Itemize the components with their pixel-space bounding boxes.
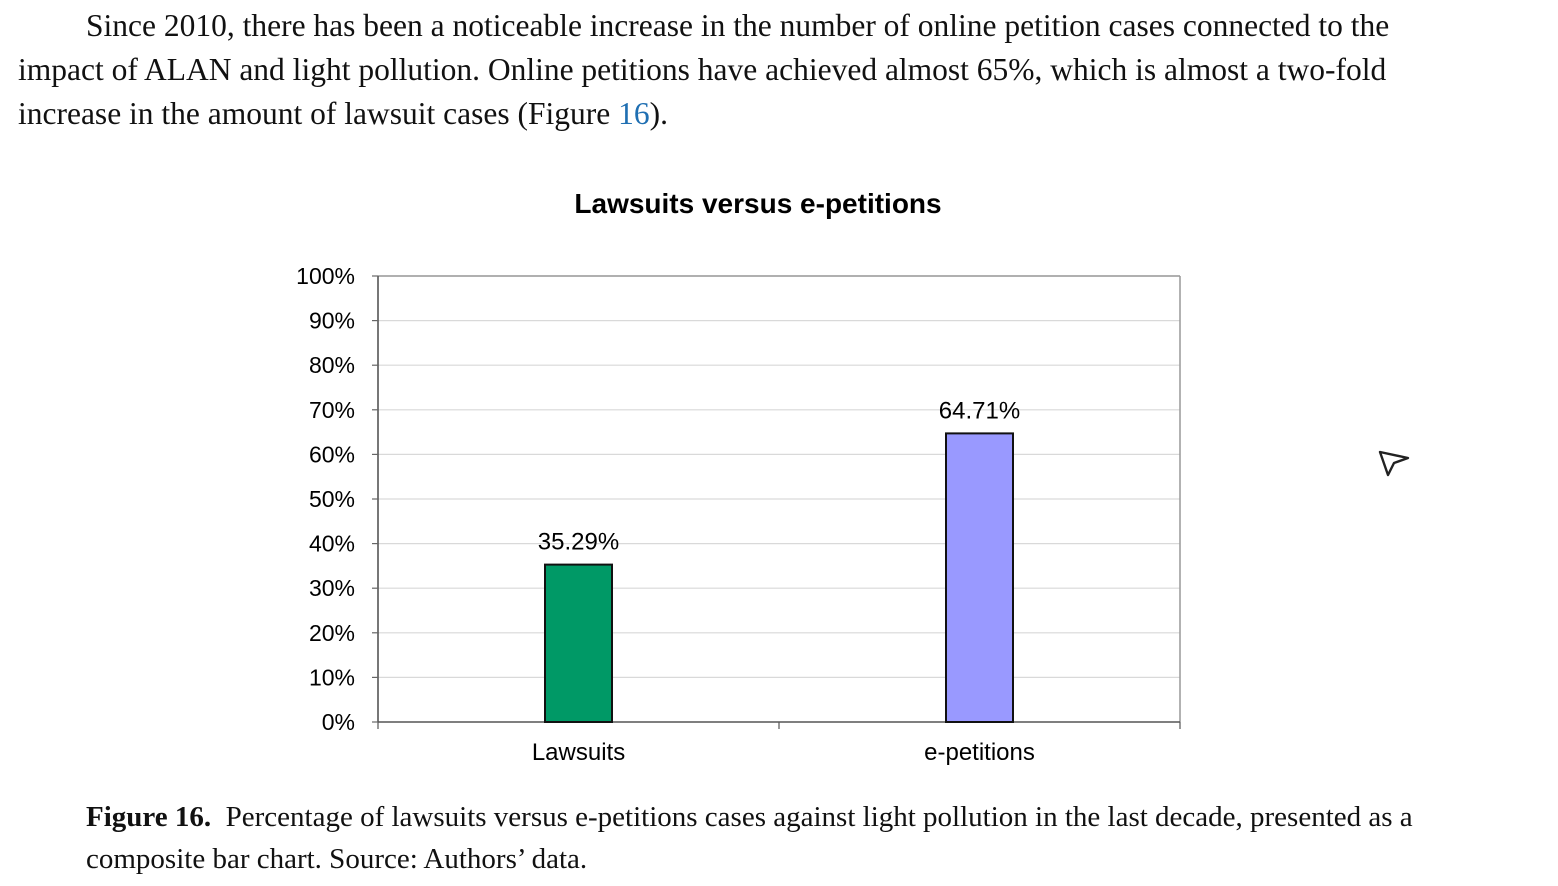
data-labels: 35.29% 64.71% xyxy=(538,397,1020,555)
y-tick-label: 40% xyxy=(309,531,355,557)
y-axis-ticks: 0% 10% 20% 30% 40% 50% 60% 70% 80% 90% 100% xyxy=(296,263,378,735)
bars xyxy=(544,432,1014,723)
data-label: 64.71% xyxy=(939,397,1020,424)
x-category-label: Lawsuits xyxy=(532,739,625,766)
caption-text: Percentage of lawsuits versus e-petition… xyxy=(86,801,1413,875)
y-tick-label: 60% xyxy=(309,441,355,467)
bar-chart: Lawsuits versus e-petitions 0% 10% 20% 30% 4… xyxy=(296,188,1181,766)
x-axis-labels: Lawsuits e-petitions xyxy=(532,739,1035,766)
gridlines xyxy=(378,275,1180,678)
y-tick-label: 80% xyxy=(309,352,355,378)
pointer-arrow-icon xyxy=(1378,450,1410,477)
caption-label: Figure 16. xyxy=(86,801,212,833)
y-tick-label: 30% xyxy=(309,575,355,601)
bar-e-petitions xyxy=(945,432,1014,723)
bar-lawsuits xyxy=(544,563,613,723)
y-tick-label: 10% xyxy=(309,664,355,690)
y-tick-label: 90% xyxy=(309,308,355,334)
paragraph-text: Since 2010, there has been a noticeable … xyxy=(18,8,1390,131)
data-label: 35.29% xyxy=(538,529,619,556)
body-paragraph: Since 2010, there has been a noticeable … xyxy=(18,4,1478,136)
y-tick-label: 50% xyxy=(309,486,355,512)
y-tick-label: 20% xyxy=(309,620,355,646)
figure-ref-link[interactable]: 16 xyxy=(618,96,650,131)
y-tick-label: 0% xyxy=(322,709,355,735)
paragraph-text-end: ). xyxy=(649,96,668,131)
figure-caption: Figure 16. Percentage of lawsuits versus… xyxy=(86,796,1416,880)
axes xyxy=(377,275,1181,729)
y-tick-label: 100% xyxy=(296,263,355,289)
chart-title: Lawsuits versus e-petitions xyxy=(574,188,941,219)
x-category-label: e-petitions xyxy=(924,739,1035,766)
y-tick-label: 70% xyxy=(309,397,355,423)
